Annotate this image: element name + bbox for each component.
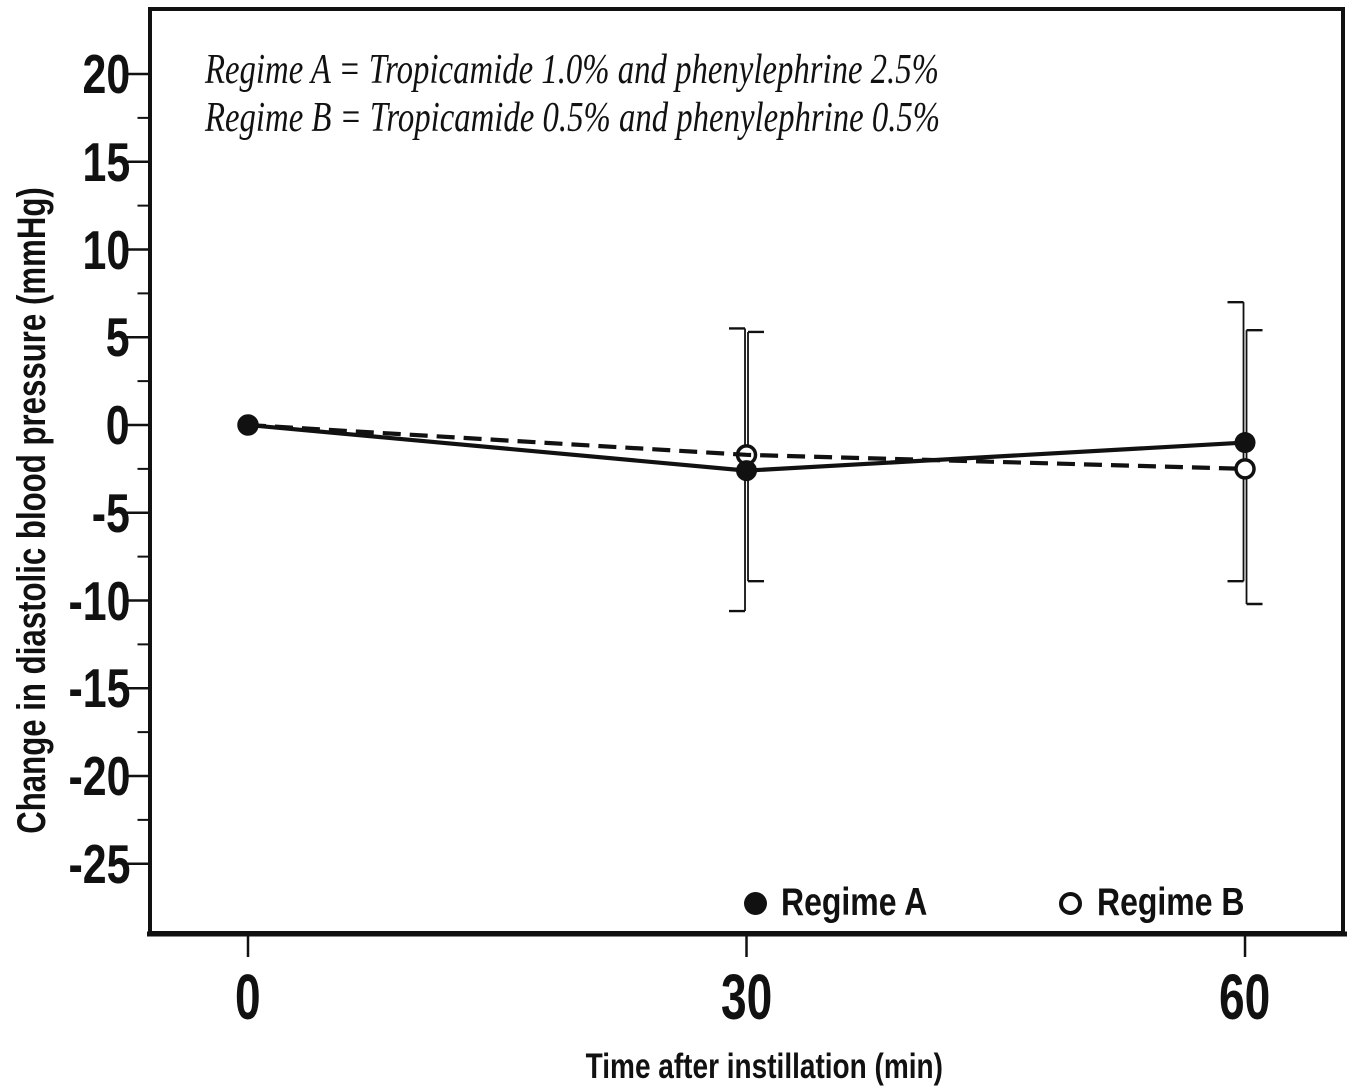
y-tick-label: -25: [67, 832, 130, 895]
y-axis-title: Change in diastolic blood pressure (mmHg…: [8, 165, 56, 925]
y-tick-label: -15: [67, 657, 130, 720]
data-point-regime-a: [1234, 432, 1256, 454]
regime-a-definition-text: Regime A = Tropicamide 1.0% and phenylep…: [205, 47, 939, 93]
regime-b-definition-text: Regime B = Tropicamide 0.5% and phenylep…: [205, 95, 941, 141]
y-tick-label: 10: [82, 218, 130, 281]
x-tick-label: 60: [1219, 961, 1271, 1033]
series-regime-b-line: [247, 422, 1246, 471]
regime-a-definition: Regime A = Tropicamide 1.0% and phenylep…: [205, 46, 1147, 94]
y-tick-label: -5: [91, 481, 130, 544]
legend-entry-regime-b: Regime B: [1059, 881, 1277, 925]
data-point-regime-a: [237, 414, 259, 436]
y-tick-label: -10: [67, 569, 130, 632]
x-axis-title: Time after instillation (min): [464, 1044, 1064, 1088]
data-point-regime-b: [1234, 458, 1256, 480]
y-tick-label: 5: [106, 306, 130, 369]
x-axis-title-text: Time after instillation (min): [585, 1047, 943, 1086]
filled-circle-marker-icon: [744, 891, 767, 915]
y-tick-label: 20: [82, 43, 130, 105]
data-point-regime-a: [736, 460, 758, 482]
y-tick-label: -20: [67, 745, 130, 807]
open-circle-marker-icon: [1059, 891, 1082, 915]
legend-entry-regime-a: Regime A: [744, 881, 959, 925]
legend-label-regime-a: Regime A: [781, 881, 928, 924]
legend-label-regime-b: Regime B: [1097, 881, 1245, 924]
y-tick-label: 0: [106, 394, 130, 456]
x-tick-label: 0: [235, 961, 261, 1033]
regime-b-definition: Regime B = Tropicamide 0.5% and phenylep…: [205, 94, 1147, 142]
y-tick-label: 15: [82, 130, 130, 193]
x-tick-label: 30: [720, 961, 773, 1033]
regime-definitions: Regime A = Tropicamide 1.0% and phenylep…: [205, 46, 1147, 142]
